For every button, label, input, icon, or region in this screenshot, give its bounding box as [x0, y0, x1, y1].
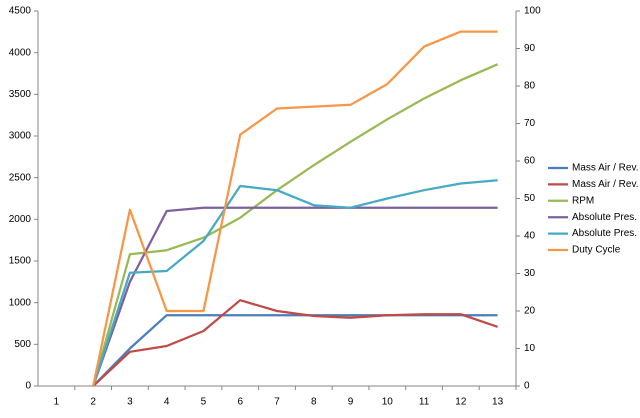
y2-tick-label: 10: [524, 343, 536, 354]
series-line: [92, 206, 498, 387]
y-tick-label: 500: [14, 339, 31, 350]
x-tick-label: 10: [382, 397, 394, 408]
y2-tick-label: 60: [524, 156, 536, 167]
legend-label: Duty Cycle: [572, 245, 621, 256]
y2-tick-label: 20: [524, 306, 536, 317]
y-tick-label: 2500: [9, 172, 32, 183]
series-line: [92, 30, 498, 387]
y-tick-label: 4500: [9, 6, 32, 17]
series-line: [92, 314, 498, 387]
legend-label: Absolute Pres.: [572, 212, 637, 223]
y-tick-label: 3500: [9, 89, 32, 100]
x-tick-label: 1: [54, 397, 60, 408]
x-tick-label: 13: [492, 397, 504, 408]
x-tick-label: 3: [127, 397, 133, 408]
y-tick-label: 4000: [9, 47, 32, 58]
y2-tick-label: 70: [524, 118, 536, 129]
y2-tick-label: 80: [524, 81, 536, 92]
y2-tick-label: 90: [524, 43, 536, 54]
y2-tick-label: 30: [524, 268, 536, 279]
x-tick-label: 2: [90, 397, 96, 408]
legend-label: Absolute Pres.: [572, 228, 637, 239]
y-tick-label: 1000: [9, 297, 32, 308]
x-tick-label: 6: [237, 397, 243, 408]
x-tick-label: 8: [311, 397, 317, 408]
y2-tick-label: 40: [524, 231, 536, 242]
y2-tick-label: 0: [524, 381, 530, 392]
x-tick-label: 5: [201, 397, 207, 408]
legend-label: RPM: [572, 195, 594, 206]
legend-label: Mass Air / Rev.: [572, 163, 639, 174]
x-tick-label: 7: [274, 397, 280, 408]
legend-label: Mass Air / Rev.: [572, 179, 639, 190]
series-line: [92, 179, 498, 387]
x-tick-label: 12: [455, 397, 467, 408]
x-tick-label: 11: [419, 397, 430, 408]
x-tick-label: 4: [164, 397, 170, 408]
y2-tick-label: 50: [524, 193, 536, 204]
y2-tick-label: 100: [524, 6, 541, 17]
y-tick-label: 3000: [9, 131, 32, 142]
y-tick-label: 2000: [9, 214, 32, 225]
series-line: [92, 63, 499, 387]
y-tick-label: 1500: [9, 256, 32, 267]
series-line: [92, 299, 498, 387]
y-tick-label: 0: [25, 381, 31, 392]
x-tick-label: 9: [348, 397, 354, 408]
